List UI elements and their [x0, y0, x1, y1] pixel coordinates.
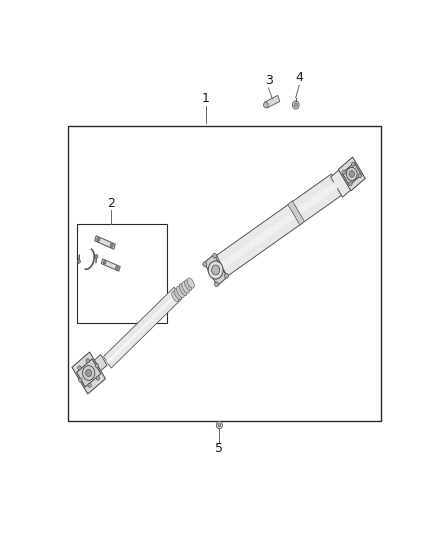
Ellipse shape: [225, 273, 229, 278]
Ellipse shape: [97, 238, 100, 241]
Bar: [68, 126, 381, 421]
Text: 1: 1: [202, 92, 210, 105]
Ellipse shape: [95, 254, 98, 259]
Polygon shape: [217, 174, 342, 277]
Ellipse shape: [116, 266, 118, 270]
Ellipse shape: [96, 376, 100, 380]
Ellipse shape: [95, 364, 99, 368]
Ellipse shape: [77, 260, 81, 263]
Ellipse shape: [86, 359, 89, 363]
Polygon shape: [331, 168, 352, 197]
Ellipse shape: [203, 262, 207, 266]
Ellipse shape: [86, 369, 92, 377]
Ellipse shape: [351, 162, 355, 166]
Ellipse shape: [264, 102, 268, 108]
Ellipse shape: [215, 282, 219, 287]
Ellipse shape: [358, 174, 361, 177]
Ellipse shape: [213, 253, 217, 258]
Polygon shape: [265, 95, 280, 108]
Ellipse shape: [79, 378, 82, 382]
Polygon shape: [107, 291, 179, 362]
Text: 4: 4: [295, 71, 303, 84]
Polygon shape: [342, 163, 361, 185]
Ellipse shape: [88, 383, 92, 387]
Polygon shape: [92, 354, 107, 373]
Polygon shape: [101, 259, 120, 271]
Ellipse shape: [110, 244, 113, 247]
Polygon shape: [103, 287, 182, 368]
Ellipse shape: [342, 170, 346, 174]
Ellipse shape: [182, 282, 190, 293]
Ellipse shape: [184, 280, 192, 290]
Ellipse shape: [346, 167, 357, 181]
Polygon shape: [72, 352, 106, 394]
Ellipse shape: [208, 261, 223, 279]
Ellipse shape: [349, 182, 352, 185]
Ellipse shape: [179, 284, 187, 296]
Polygon shape: [338, 157, 365, 191]
Ellipse shape: [187, 278, 194, 288]
Text: 3: 3: [265, 74, 272, 87]
Ellipse shape: [293, 101, 299, 109]
Ellipse shape: [216, 422, 223, 429]
Ellipse shape: [177, 286, 184, 297]
Ellipse shape: [103, 261, 106, 264]
Ellipse shape: [172, 291, 179, 302]
Bar: [77, 224, 167, 322]
Polygon shape: [204, 254, 227, 286]
Polygon shape: [220, 181, 338, 269]
Polygon shape: [77, 359, 101, 387]
Text: 2: 2: [107, 197, 115, 209]
Polygon shape: [288, 200, 304, 225]
Ellipse shape: [83, 366, 95, 381]
Ellipse shape: [212, 265, 220, 275]
Polygon shape: [106, 292, 179, 364]
Ellipse shape: [294, 103, 297, 107]
Ellipse shape: [218, 424, 221, 427]
Ellipse shape: [349, 171, 354, 177]
Polygon shape: [95, 236, 115, 249]
Ellipse shape: [174, 289, 182, 300]
Ellipse shape: [78, 366, 81, 370]
Text: 5: 5: [215, 442, 223, 455]
